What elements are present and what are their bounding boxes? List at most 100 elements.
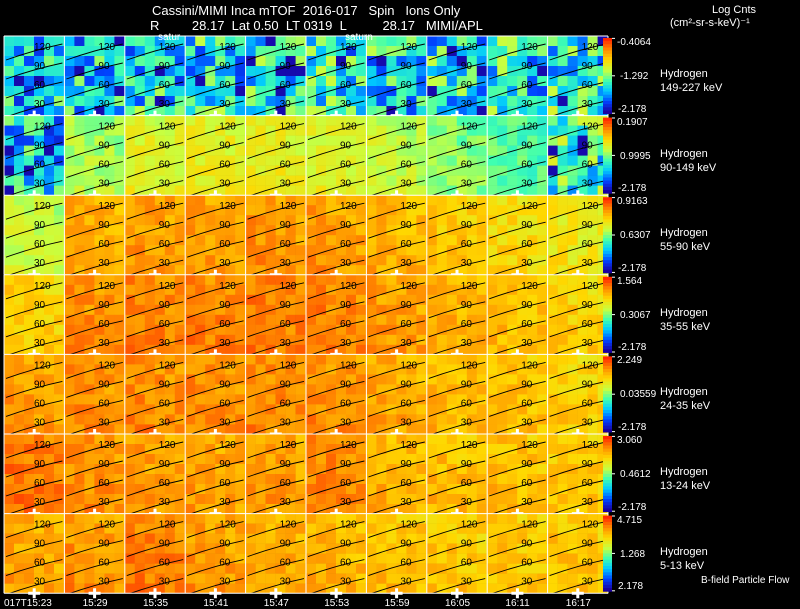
heatmap-pixel xyxy=(174,504,186,514)
heatmap-pixel xyxy=(567,314,578,326)
heatmap-pixel xyxy=(487,474,498,485)
heatmap-pixel xyxy=(406,36,417,47)
contour-label: 30 xyxy=(219,179,231,190)
heatmap-pixel xyxy=(4,165,15,176)
heatmap-pixel xyxy=(235,86,246,97)
heatmap-pixel xyxy=(426,344,438,355)
heatmap-pixel xyxy=(154,553,166,564)
heatmap-pixel xyxy=(406,165,417,176)
heatmap-pixel xyxy=(306,294,317,306)
heatmap-pixel xyxy=(567,274,578,286)
heatmap-pixel xyxy=(275,205,286,216)
heatmap-pixel xyxy=(406,394,417,405)
contour-label: 30 xyxy=(159,258,171,269)
heatmap-pixel xyxy=(466,284,478,296)
heatmap-pixel xyxy=(376,414,387,425)
heatmap-pixel xyxy=(215,354,226,365)
heatmap-pixel xyxy=(557,464,568,475)
heatmap-pixel xyxy=(24,563,35,574)
heatmap-pixel xyxy=(295,66,306,77)
heatmap-pixel xyxy=(44,334,55,346)
heatmap-pixel xyxy=(446,175,458,186)
heatmap-pixel xyxy=(94,245,105,256)
heatmap-pixel xyxy=(376,314,387,326)
heatmap-pixel xyxy=(527,245,538,256)
heatmap-pixel xyxy=(255,235,266,246)
heatmap-pixel xyxy=(154,354,166,365)
heatmap-pixel xyxy=(205,185,216,196)
heatmap-pixel xyxy=(255,364,266,375)
contour-label: 30 xyxy=(521,417,533,428)
time-tick-label: 15:35 xyxy=(143,598,169,609)
heatmap-pixel xyxy=(487,235,498,246)
heatmap-pixel xyxy=(235,235,246,246)
contour-line xyxy=(489,142,546,160)
heatmap-pixel xyxy=(205,284,216,296)
heatmap-pixel xyxy=(507,165,518,176)
heatmap-pixel xyxy=(406,404,417,415)
heatmap-pixel xyxy=(4,56,15,67)
heatmap-pixel xyxy=(54,314,65,326)
heatmap-pixel xyxy=(517,484,528,495)
heatmap-pixel xyxy=(64,235,75,246)
heatmap-pixel xyxy=(285,235,296,246)
heatmap-pixel xyxy=(215,165,226,176)
heatmap-pixel xyxy=(356,304,367,316)
heatmap-pixel xyxy=(225,304,236,316)
heatmap-pixel xyxy=(376,86,387,97)
heatmap-pixel xyxy=(134,424,146,435)
heatmap-pixel xyxy=(255,573,266,584)
heatmap-pixel xyxy=(34,96,45,107)
heatmap-pixel xyxy=(567,454,578,465)
heatmap-pixel xyxy=(426,404,438,415)
heatmap-pixel xyxy=(185,344,196,355)
heatmap-pixel xyxy=(517,135,528,146)
contour-line xyxy=(368,521,425,539)
heatmap-pixel xyxy=(446,334,458,346)
heatmap-pixel xyxy=(124,265,136,276)
heatmap-pixel xyxy=(567,523,578,534)
heatmap-pixel xyxy=(416,106,427,116)
heatmap-pixel xyxy=(64,384,75,395)
heatmap-pixel xyxy=(164,474,176,485)
heatmap-pixel xyxy=(577,56,588,67)
heatmap-pixel xyxy=(366,523,377,534)
contour-line xyxy=(187,460,244,478)
contour-label: 60 xyxy=(521,160,533,171)
contour-label: 90 xyxy=(34,300,46,311)
heatmap-pixel xyxy=(134,543,146,554)
heatmap-pixel xyxy=(376,573,387,584)
heatmap-pixel xyxy=(396,484,407,495)
heatmap-pixel xyxy=(225,384,236,395)
heatmap-pixel xyxy=(557,573,568,584)
colorbar-segment xyxy=(603,515,612,520)
contour-label: 30 xyxy=(582,417,594,428)
contour-label: 120 xyxy=(98,520,115,531)
heatmap-pixel xyxy=(326,86,337,97)
heatmap-pixel xyxy=(54,513,65,524)
heatmap-pixel xyxy=(185,324,196,336)
heatmap-pixel xyxy=(185,454,196,465)
heatmap-pixel xyxy=(174,563,186,574)
heatmap-pixel xyxy=(336,155,347,166)
contour-line xyxy=(489,81,546,99)
heatmap-pixel xyxy=(265,563,276,574)
heatmap-pixel xyxy=(44,374,55,385)
heatmap-pixel xyxy=(476,284,488,296)
heatmap-pixel xyxy=(104,185,115,196)
heatmap-pixel xyxy=(185,404,196,415)
heatmap-pixel xyxy=(114,235,125,246)
heatmap-pixel xyxy=(416,434,427,445)
heatmap-pixel xyxy=(24,255,35,266)
heatmap-pixel xyxy=(386,563,397,574)
heatmap-pixel xyxy=(436,86,448,97)
contour-label: 120 xyxy=(582,360,599,371)
heatmap-pixel xyxy=(285,553,296,564)
heatmap-pixel xyxy=(24,324,35,336)
colorbar-segment xyxy=(603,82,612,86)
contour-line xyxy=(66,441,123,459)
heatmap-pixel xyxy=(295,274,306,286)
contour-label: 90 xyxy=(461,379,473,390)
